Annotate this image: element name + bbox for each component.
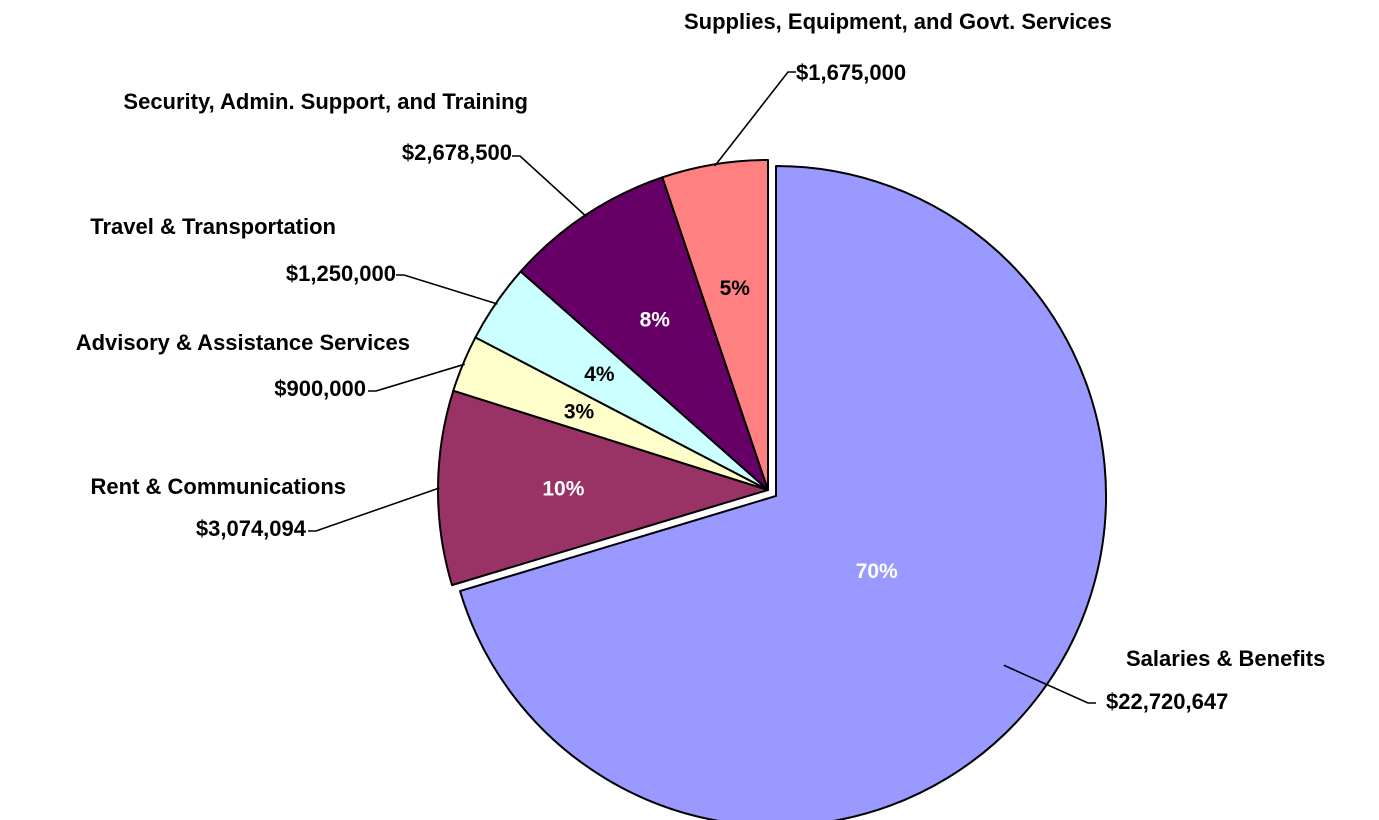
percent-label-security-admin-support-and-training: 8% (640, 309, 671, 332)
amount-label-rent-communications: $3,074,094 (196, 516, 307, 541)
leader-line-supplies-equipment-and-govt-services (714, 71, 796, 167)
slices-layer (437, 159, 1107, 820)
percent-label-salaries-benefits: 70% (856, 560, 898, 583)
percent-label-supplies-equipment-and-govt-services: 5% (720, 277, 751, 300)
category-label-travel-transportation: Travel & Transportation (90, 214, 336, 239)
pie-slice-salaries-benefits (459, 164, 1107, 820)
labels-layer: 70% $22,720,647 Salaries & Benefits 10% $3,0… (76, 9, 1326, 714)
category-label-salaries-benefits: Salaries & Benefits (1126, 646, 1325, 671)
category-label-supplies-equipment-and-govt-services: Supplies, Equipment, and Govt. Services (684, 9, 1112, 34)
leader-line-travel-transportation (396, 274, 498, 305)
amount-label-security-admin-support-and-training: $2,678,500 (402, 140, 512, 165)
pie-slice-supplies-equipment-and-govt-services (661, 159, 769, 491)
percent-label-rent-communications: 10% (542, 478, 584, 501)
leader-lines-layer (308, 71, 1096, 704)
amount-label-travel-transportation: $1,250,000 (286, 261, 396, 286)
percent-label-travel-transportation: 4% (584, 363, 615, 386)
percent-label-advisory-assistance-services: 3% (564, 401, 595, 424)
category-label-security-admin-support-and-training: Security, Admin. Support, and Training (123, 89, 528, 114)
amount-label-supplies-equipment-and-govt-services: $1,675,000 (796, 60, 906, 85)
leader-line-advisory-assistance-services (368, 363, 465, 392)
amount-label-advisory-assistance-services: $900,000 (274, 376, 366, 401)
category-label-rent-communications: Rent & Communications (91, 474, 346, 499)
leader-line-rent-communications (308, 487, 440, 532)
amount-label-salaries-benefits: $22,720,647 (1106, 689, 1228, 714)
leader-line-salaries-benefits (1003, 664, 1096, 704)
category-label-advisory-assistance-services: Advisory & Assistance Services (76, 330, 410, 355)
leader-line-security-admin-support-and-training (512, 155, 587, 218)
